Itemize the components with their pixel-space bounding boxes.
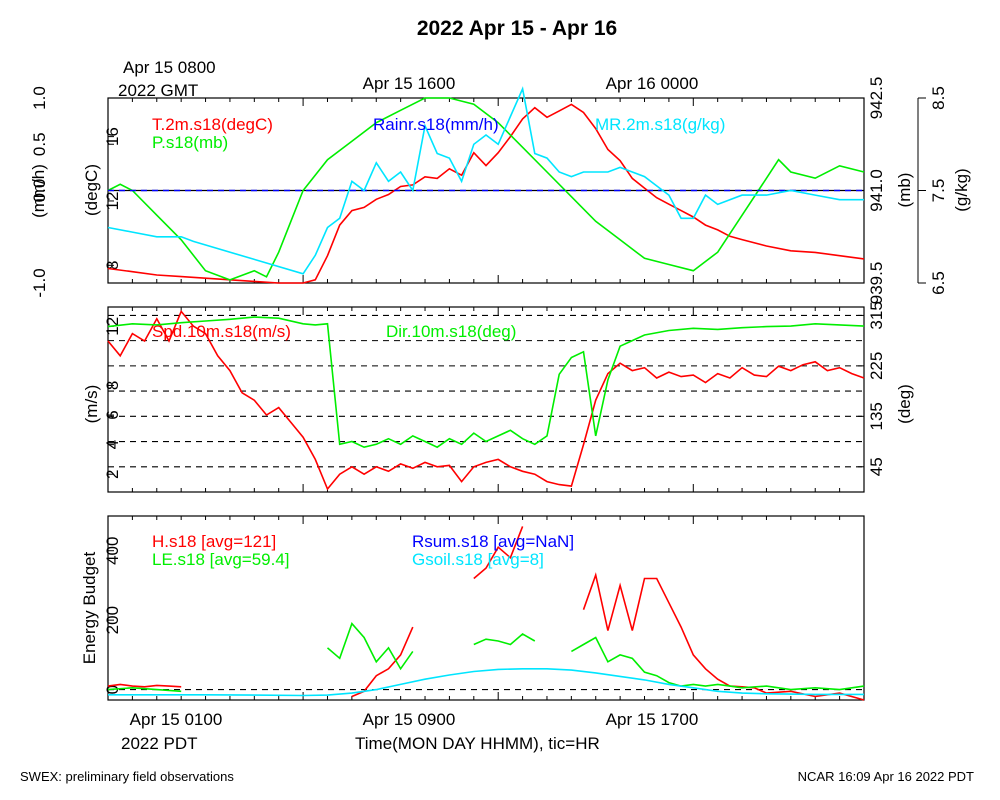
rain-tick-label: 0.5 — [30, 132, 49, 156]
speed-tick-label: 2 — [103, 470, 122, 479]
legend-rain-rate: Rainr.s18(mm/h) — [373, 115, 499, 134]
legend-pressure: P.s18(mb) — [152, 133, 228, 152]
le-series-line — [107, 622, 865, 693]
temp-tick-label: 8 — [103, 261, 122, 270]
legend-temperature: T.2m.s18(degC) — [152, 115, 273, 134]
direction-tick-label: 315 — [867, 301, 886, 329]
x-tick-label-0100: Apr 15 0100 — [130, 710, 223, 729]
speed-tick-label: 6 — [103, 410, 122, 419]
legend-soil-heat: Gsoil.s18 [avg=8] — [412, 550, 544, 569]
direction-tick-label: 135 — [867, 402, 886, 430]
pres-tick-label: 941.0 — [867, 169, 886, 212]
temp-tick-label: 12 — [103, 191, 122, 210]
temp-axis-label: (degC) — [82, 164, 101, 216]
chart-title: 2022 Apr 15 - Apr 16 — [417, 17, 617, 40]
energy-tick-label: 400 — [103, 537, 122, 565]
footer-right-note: NCAR 16:09 Apr 16 2022 PDT — [798, 769, 974, 784]
direction-tick-label: 225 — [867, 352, 886, 380]
mr-series-line — [107, 86, 864, 275]
pdt-year-label: 2022 PDT — [121, 734, 198, 753]
x-tick-label-1700: Apr 15 1700 — [606, 710, 699, 729]
rain-tick-label: -1.0 — [30, 268, 49, 297]
gmt-tick-label-0000: Apr 16 0000 — [606, 74, 699, 93]
energy-tick-label: 200 — [103, 606, 122, 634]
dir-series-line — [107, 316, 865, 449]
direction-axis-label: (deg) — [895, 384, 914, 424]
speed-axis-label: (m/s) — [82, 385, 101, 424]
footer-left-note: SWEX: preliminary field observations — [20, 769, 234, 784]
x-tick-label-0900: Apr 15 0900 — [363, 710, 456, 729]
gmt-year-label: 2022 GMT — [118, 81, 198, 100]
mr-tick-label: 8.5 — [929, 86, 948, 110]
h-series-line — [107, 526, 865, 701]
gmt-start-label: Apr 15 0800 — [123, 58, 216, 77]
gmt-tick-label-1600: Apr 15 1600 — [363, 74, 456, 93]
legend-wind-direction: Dir.10m.s18(deg) — [386, 322, 516, 341]
mr-tick-label: 7.5 — [929, 179, 948, 203]
mr-axis-label: (g/kg) — [952, 168, 971, 211]
gsoil-series-line — [108, 668, 864, 697]
legend-wind-speed: Spd.10m.s18(m/s) — [152, 322, 291, 341]
rain-axis-label: (mm/h) — [29, 164, 48, 218]
pres-series-line — [107, 97, 865, 281]
legend-sensible-heat: H.s18 [avg=121] — [152, 532, 276, 551]
pres-tick-label: 942.5 — [867, 77, 886, 120]
legend-latent-heat: LE.s18 [avg=59.4] — [152, 550, 290, 569]
rain-tick-label: 1.0 — [30, 86, 49, 110]
legend-mixing-ratio: MR.2m.s18(g/kg) — [595, 115, 725, 134]
pres-axis-label: (mb) — [895, 173, 914, 208]
bottom-panel-frame — [107, 515, 865, 701]
x-axis-label: Time(MON DAY HHMM), tic=HR — [355, 734, 600, 753]
energy-axis-label: Energy Budget — [80, 551, 99, 664]
temp-tick-label: 16 — [103, 127, 122, 146]
speed-tick-label: 8 — [103, 381, 122, 390]
rain-tick-label: 0.0 — [30, 179, 49, 203]
temp-series-line — [107, 103, 865, 284]
middle-panel-frame — [107, 306, 865, 493]
pres-tick-label: 939.5 — [867, 262, 886, 305]
mr-tick-label: 6.5 — [929, 271, 948, 295]
direction-tick-label: 45 — [867, 457, 886, 476]
legend-rsum: Rsum.s18 [avg=NaN] — [412, 532, 574, 551]
spd-series-line — [107, 309, 865, 491]
speed-tick-label: 4 — [103, 440, 122, 449]
